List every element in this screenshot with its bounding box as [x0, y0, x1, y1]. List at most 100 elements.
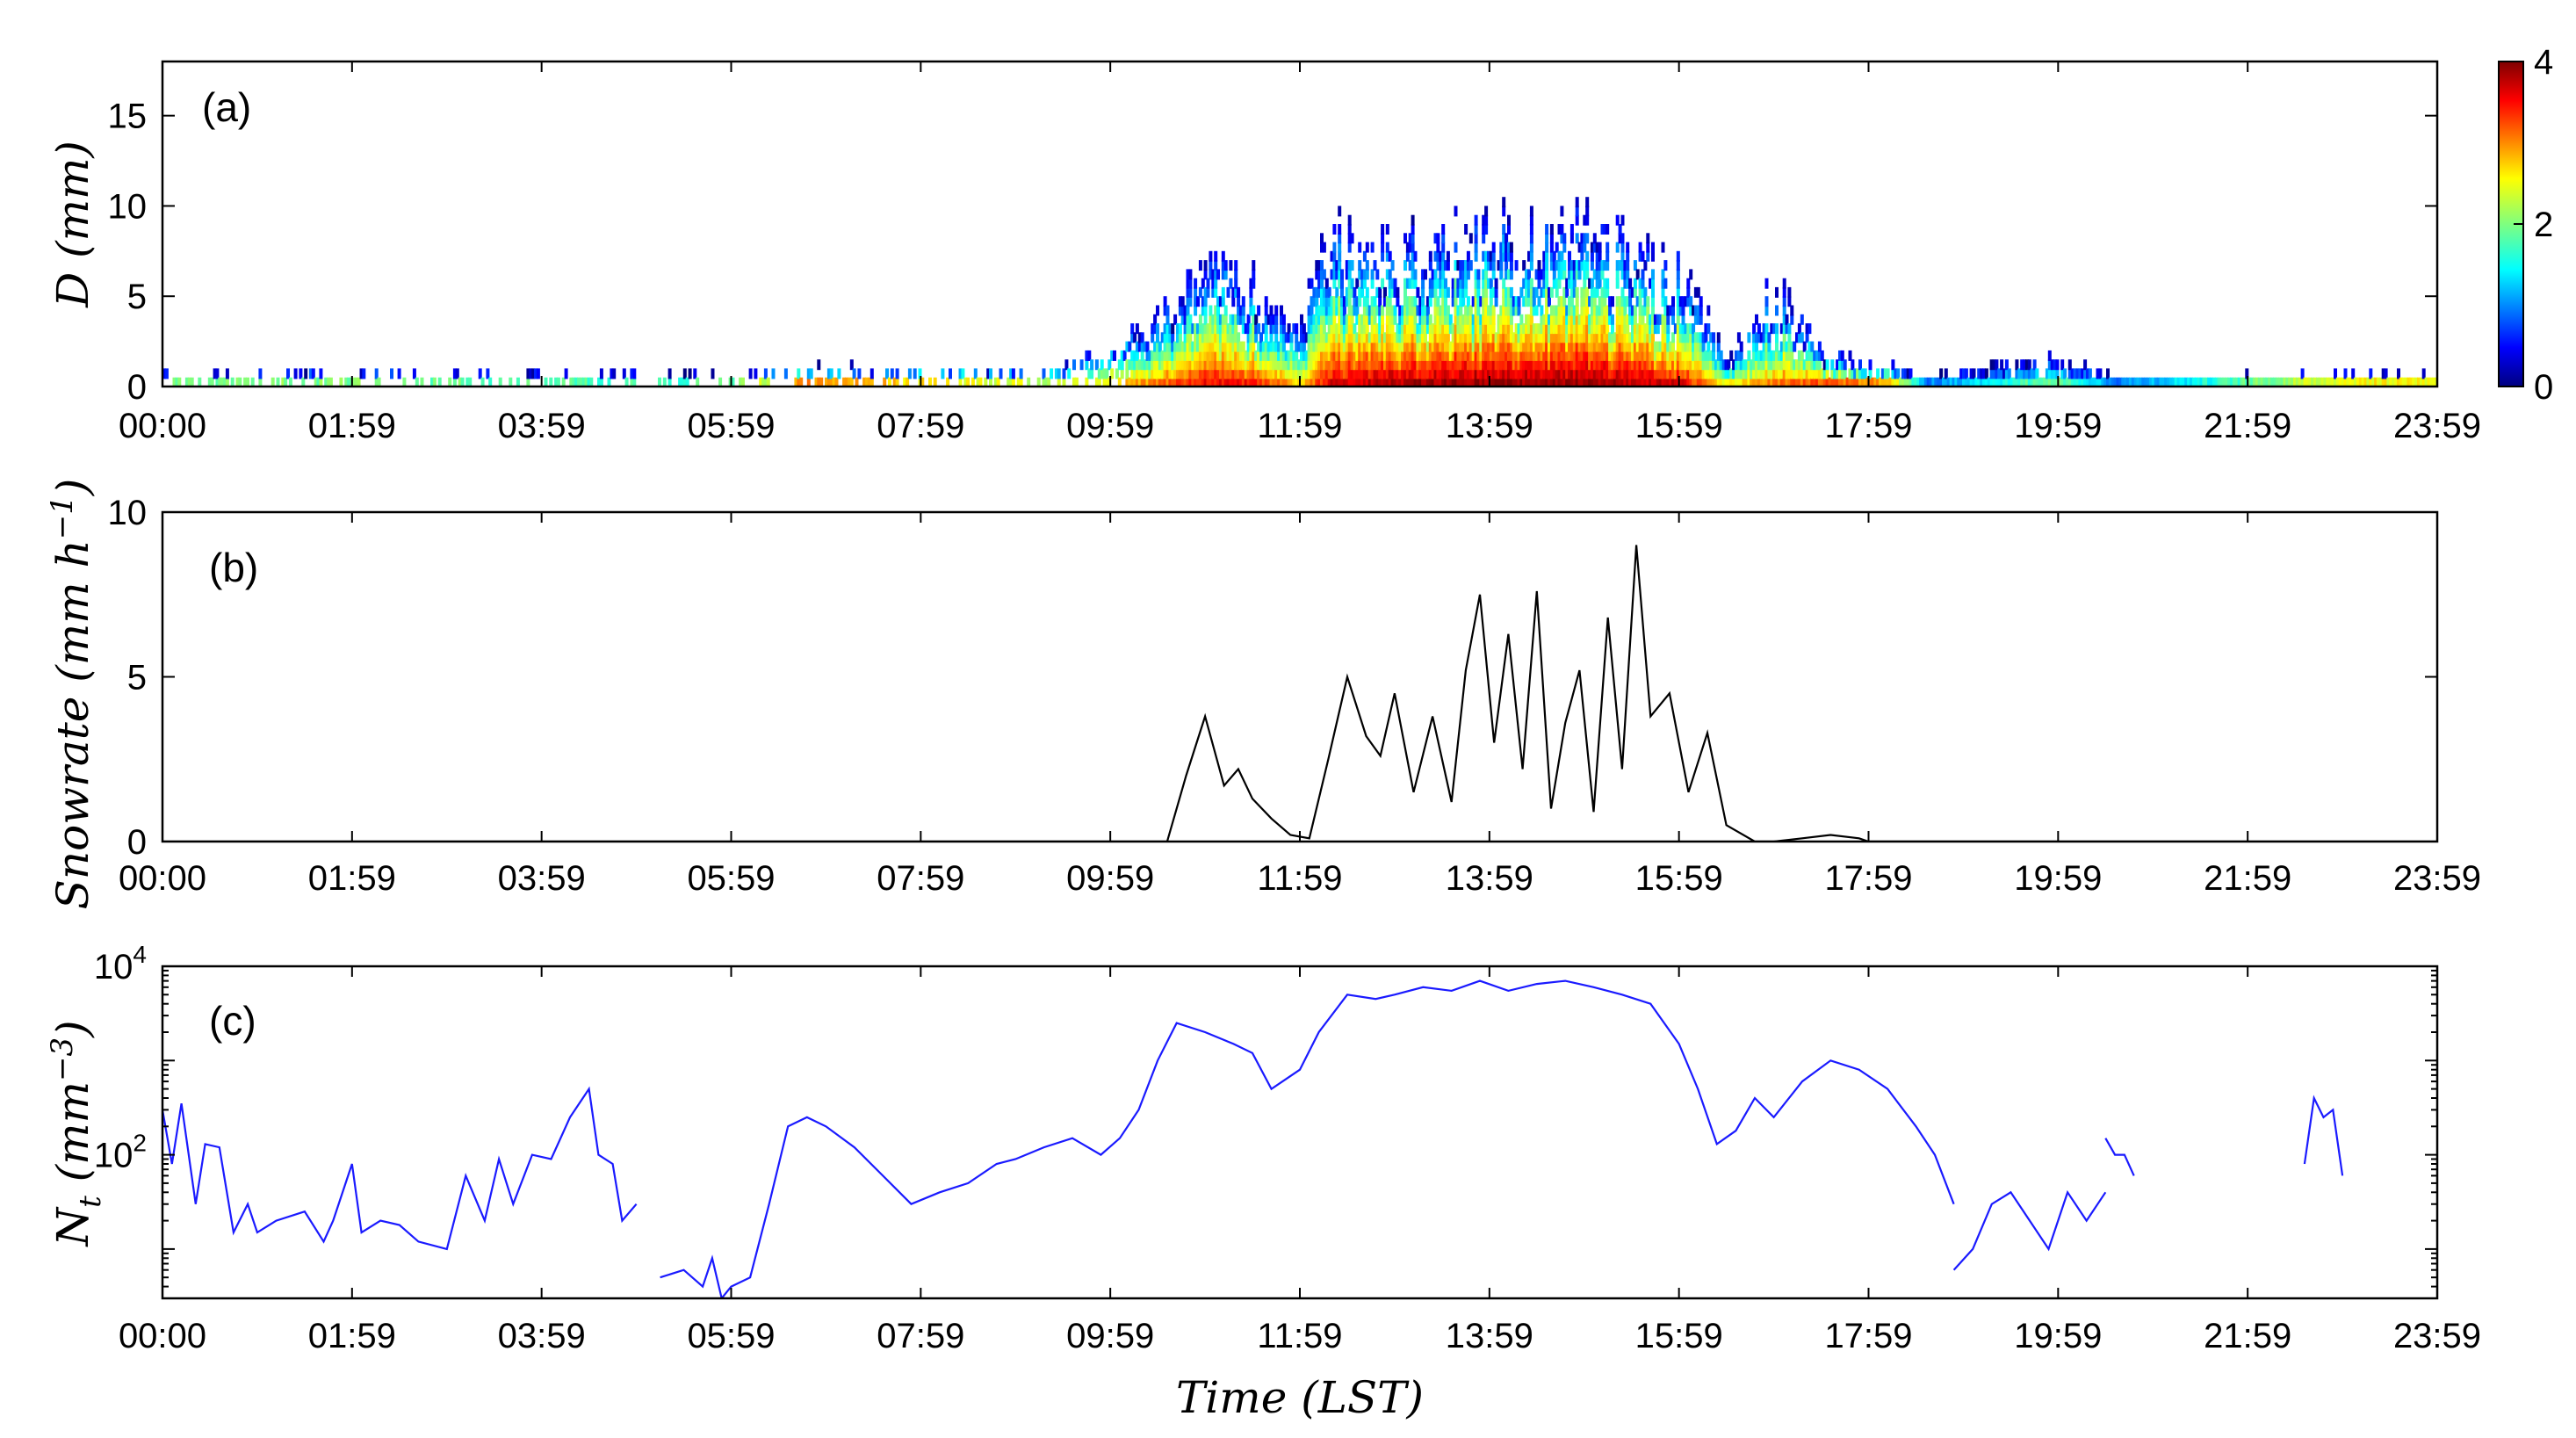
heatmap-cell	[1439, 323, 1443, 335]
heatmap-cell	[1661, 359, 1665, 371]
heatmap-cell	[1221, 314, 1225, 325]
heatmap-cell	[1588, 296, 1592, 307]
heatmap-cell	[1595, 341, 1599, 352]
heatmap-cell	[1350, 368, 1354, 379]
heatmap-cell	[1338, 206, 1342, 217]
heatmap-cell	[1603, 296, 1607, 307]
heatmap-cell	[1767, 350, 1771, 361]
heatmap-cell	[1320, 269, 1324, 280]
heatmap-cell	[1370, 305, 1375, 316]
heatmap-cell	[1330, 341, 1334, 352]
panel-c-label: (c)	[209, 998, 256, 1044]
heatmap-cell	[1790, 305, 1794, 316]
heatmap-cell	[1252, 350, 1256, 361]
heatmap-cell	[1436, 260, 1440, 271]
heatmap-cell	[1186, 332, 1190, 343]
heatmap-cell	[2103, 377, 2108, 387]
heatmap-cell	[1502, 359, 1506, 371]
heatmap-cell	[2067, 359, 2072, 371]
heatmap-cell	[1817, 341, 1822, 352]
heatmap-cell	[1489, 323, 1493, 335]
heatmap-cell	[1653, 368, 1657, 379]
heatmap-cell	[1752, 377, 1757, 387]
heatmap-cell	[1143, 377, 1147, 387]
heatmap-cell	[2070, 368, 2075, 379]
heatmap-cell	[1982, 377, 1986, 387]
heatmap-cell	[766, 377, 770, 387]
heatmap-cell	[1522, 341, 1526, 352]
heatmap-cell	[1605, 323, 1610, 335]
heatmap-cell	[465, 377, 470, 387]
heatmap-cell	[1269, 314, 1274, 325]
heatmap-cell	[1317, 305, 1322, 316]
heatmap-cell	[1398, 332, 1403, 343]
heatmap-cell	[1532, 332, 1536, 343]
heatmap-cell	[1140, 350, 1144, 361]
heatmap-cell	[1603, 224, 1607, 235]
heatmap-cell	[1324, 332, 1329, 343]
heatmap-cell	[1468, 377, 1473, 387]
heatmap-cell	[1565, 286, 1569, 298]
heatmap-cell	[1911, 377, 1916, 387]
heatmap-cell	[1663, 314, 1668, 325]
heatmap-cell	[1459, 350, 1463, 361]
heatmap-cell	[1254, 350, 1259, 361]
heatmap-cell	[1221, 368, 1225, 379]
heatmap-cell	[1322, 341, 1326, 352]
heatmap-cell	[1079, 359, 1084, 371]
heatmap-cell	[1277, 350, 1281, 361]
heatmap-cell	[1203, 377, 1208, 387]
heatmap-cell	[1137, 377, 1142, 387]
heatmap-cell	[1793, 359, 1797, 371]
heatmap-cell	[1568, 359, 1571, 371]
heatmap-cell	[1171, 350, 1175, 361]
heatmap-cell	[1716, 377, 1721, 387]
heatmap-cell	[1229, 332, 1233, 343]
heatmap-cell	[1638, 377, 1642, 387]
heatmap-cell	[1468, 359, 1473, 371]
heatmap-cell	[1237, 286, 1241, 298]
heatmap-cell	[1238, 314, 1243, 325]
heatmap-cell	[1585, 233, 1590, 244]
heatmap-cell	[1755, 368, 1758, 379]
heatmap-cell	[1358, 332, 1362, 343]
heatmap-cell	[1595, 332, 1599, 343]
heatmap-cell	[1074, 377, 1079, 387]
heatmap-cell	[2386, 377, 2391, 387]
heatmap-cell	[1332, 350, 1337, 361]
heatmap-cell	[1684, 359, 1688, 371]
heatmap-cell	[680, 377, 684, 387]
heatmap-cell	[630, 377, 634, 387]
heatmap-cell	[1633, 350, 1637, 361]
heatmap-cell	[1110, 368, 1115, 379]
heatmap-cell	[1552, 377, 1556, 387]
heatmap-cell	[1502, 242, 1506, 253]
heatmap-cell	[1600, 332, 1605, 343]
heatmap-cell	[1231, 323, 1236, 335]
heatmap-cell	[286, 368, 290, 379]
heatmap-cell	[1390, 323, 1395, 335]
heatmap-cell	[1160, 368, 1165, 379]
heatmap-cell	[1385, 377, 1389, 387]
heatmap-cell	[198, 377, 202, 387]
heatmap-cell	[1476, 368, 1481, 379]
heatmap-cell	[1590, 242, 1594, 253]
heatmap-cell	[1540, 368, 1544, 379]
heatmap-cell	[1373, 350, 1377, 361]
heatmap-cell	[1425, 296, 1430, 307]
heatmap-cell	[1504, 296, 1509, 307]
heatmap-cell	[1656, 359, 1660, 371]
heatmap-cell	[1287, 350, 1291, 361]
heatmap-cell	[1603, 332, 1607, 343]
heatmap-cell	[2363, 377, 2368, 387]
heatmap-cell	[1211, 377, 1216, 387]
heatmap-cell	[632, 377, 637, 387]
heatmap-cell	[1145, 377, 1150, 387]
heatmap-cell	[1529, 296, 1533, 307]
heatmap-cell	[1388, 359, 1392, 371]
heatmap-cell	[1272, 377, 1276, 387]
heatmap-cell	[1451, 332, 1455, 343]
heatmap-cell	[1385, 269, 1389, 280]
panel-b-x-tick-label: 01:59	[308, 859, 396, 898]
heatmap-cell	[1779, 350, 1784, 361]
